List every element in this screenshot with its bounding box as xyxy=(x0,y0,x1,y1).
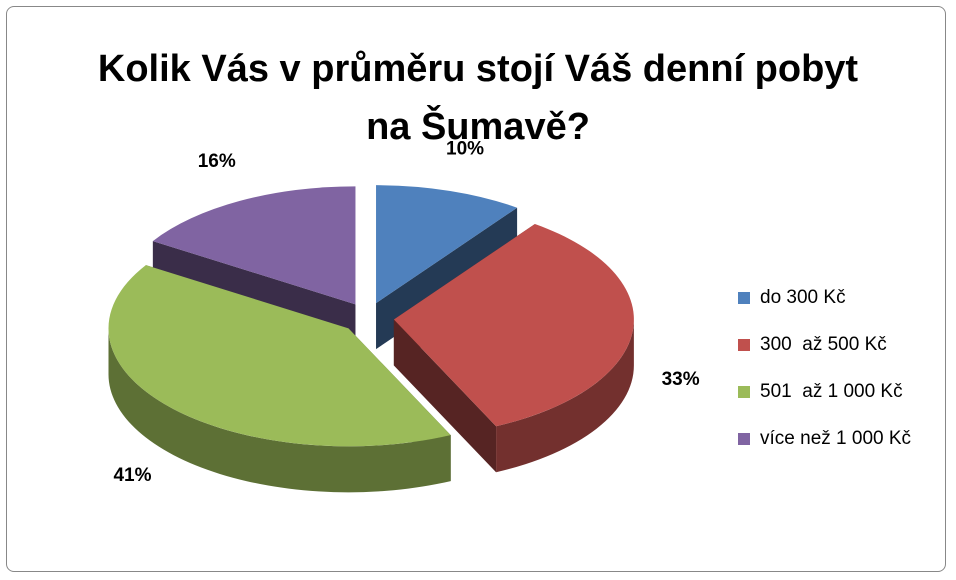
legend-swatch xyxy=(738,433,750,445)
legend-swatch xyxy=(738,339,750,351)
pie-slice xyxy=(108,265,451,447)
slice-side xyxy=(108,328,451,493)
legend-label: více než 1 000 Kč xyxy=(760,428,911,449)
slice-cut-wall xyxy=(393,319,497,473)
legend-swatch xyxy=(738,292,750,304)
pie-slice xyxy=(152,186,356,305)
legend-swatch xyxy=(738,386,750,398)
legend-label: do 300 Kč xyxy=(760,287,846,308)
pie-slice xyxy=(393,224,634,427)
chart-title: Kolik Vás v průměru stojí Váš denní poby… xyxy=(97,48,869,148)
legend-label: 501 až 1 000 Kč xyxy=(760,381,903,402)
chart-frame xyxy=(6,6,946,572)
slice-side xyxy=(496,319,634,473)
legend-label: 300 až 500 Kč xyxy=(760,334,887,355)
data-label: 41% xyxy=(113,465,151,486)
data-label: 10% xyxy=(446,138,484,159)
pie-slice xyxy=(376,185,518,304)
data-label: 33% xyxy=(662,369,700,390)
pie-tops xyxy=(108,185,634,447)
data-label: 16% xyxy=(198,151,236,172)
